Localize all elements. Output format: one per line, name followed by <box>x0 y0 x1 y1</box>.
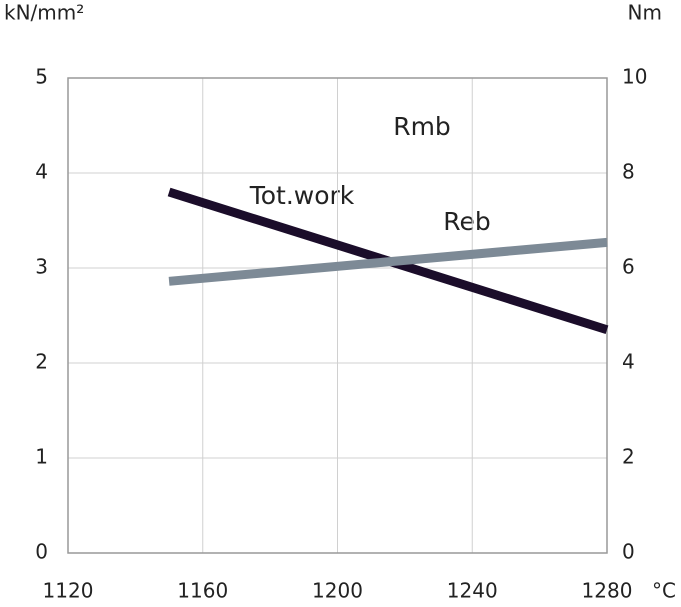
y2-tick-label: 10 <box>622 65 647 89</box>
y-tick-label: 3 <box>35 255 48 279</box>
y-tick-label: 5 <box>35 65 48 89</box>
x-tick-label: 1280 <box>582 579 633 603</box>
y-tick-label: 4 <box>35 160 48 184</box>
x-tick-label: 1200 <box>312 579 363 603</box>
line <box>168 237 608 286</box>
y2-tick-label: 2 <box>622 445 635 469</box>
annotation: Tot.work <box>249 181 355 210</box>
y2-tick-label: 8 <box>622 160 635 184</box>
plot-frame <box>67 77 608 554</box>
y-tick-label: 2 <box>35 350 48 374</box>
y-axis-label: kN/mm² <box>4 1 84 25</box>
x-tick-label: 1120 <box>43 579 94 603</box>
x-tick-label: 1240 <box>447 579 498 603</box>
annotation: Reb <box>443 207 491 236</box>
annotation: Rmb <box>393 112 451 141</box>
y2-axis-label: Nm <box>628 1 662 25</box>
y2-tick-label: 6 <box>622 255 635 279</box>
x-axis-label: °C <box>652 579 676 603</box>
y2-tick-label: 4 <box>622 350 635 374</box>
y-tick-label: 1 <box>35 445 48 469</box>
y-tick-label: 0 <box>35 540 48 564</box>
x-tick-label: 1160 <box>177 579 228 603</box>
y2-tick-label: 0 <box>622 540 635 564</box>
